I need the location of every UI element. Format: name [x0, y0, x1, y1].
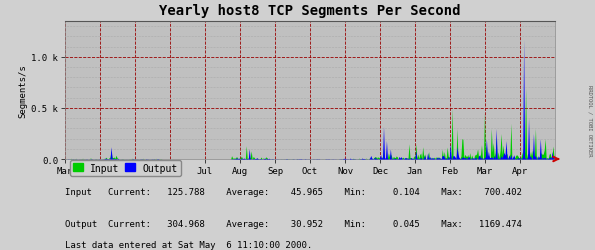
Text: Input   Current:   125.788    Average:    45.965    Min:     0.104    Max:    70: Input Current: 125.788 Average: 45.965 M… — [65, 187, 522, 196]
Text: RRDTOOL / TOBI OETIKER: RRDTOOL / TOBI OETIKER — [587, 84, 592, 156]
Text: Output  Current:   304.968    Average:    30.952    Min:     0.045    Max:   116: Output Current: 304.968 Average: 30.952 … — [65, 219, 522, 228]
Text: Last data entered at Sat May  6 11:10:00 2000.: Last data entered at Sat May 6 11:10:00 … — [65, 240, 312, 249]
Y-axis label: Segments/s: Segments/s — [18, 64, 27, 118]
Title: Yearly host8 TCP Segments Per Second: Yearly host8 TCP Segments Per Second — [159, 4, 461, 18]
Legend: Input, Output: Input, Output — [70, 160, 181, 176]
